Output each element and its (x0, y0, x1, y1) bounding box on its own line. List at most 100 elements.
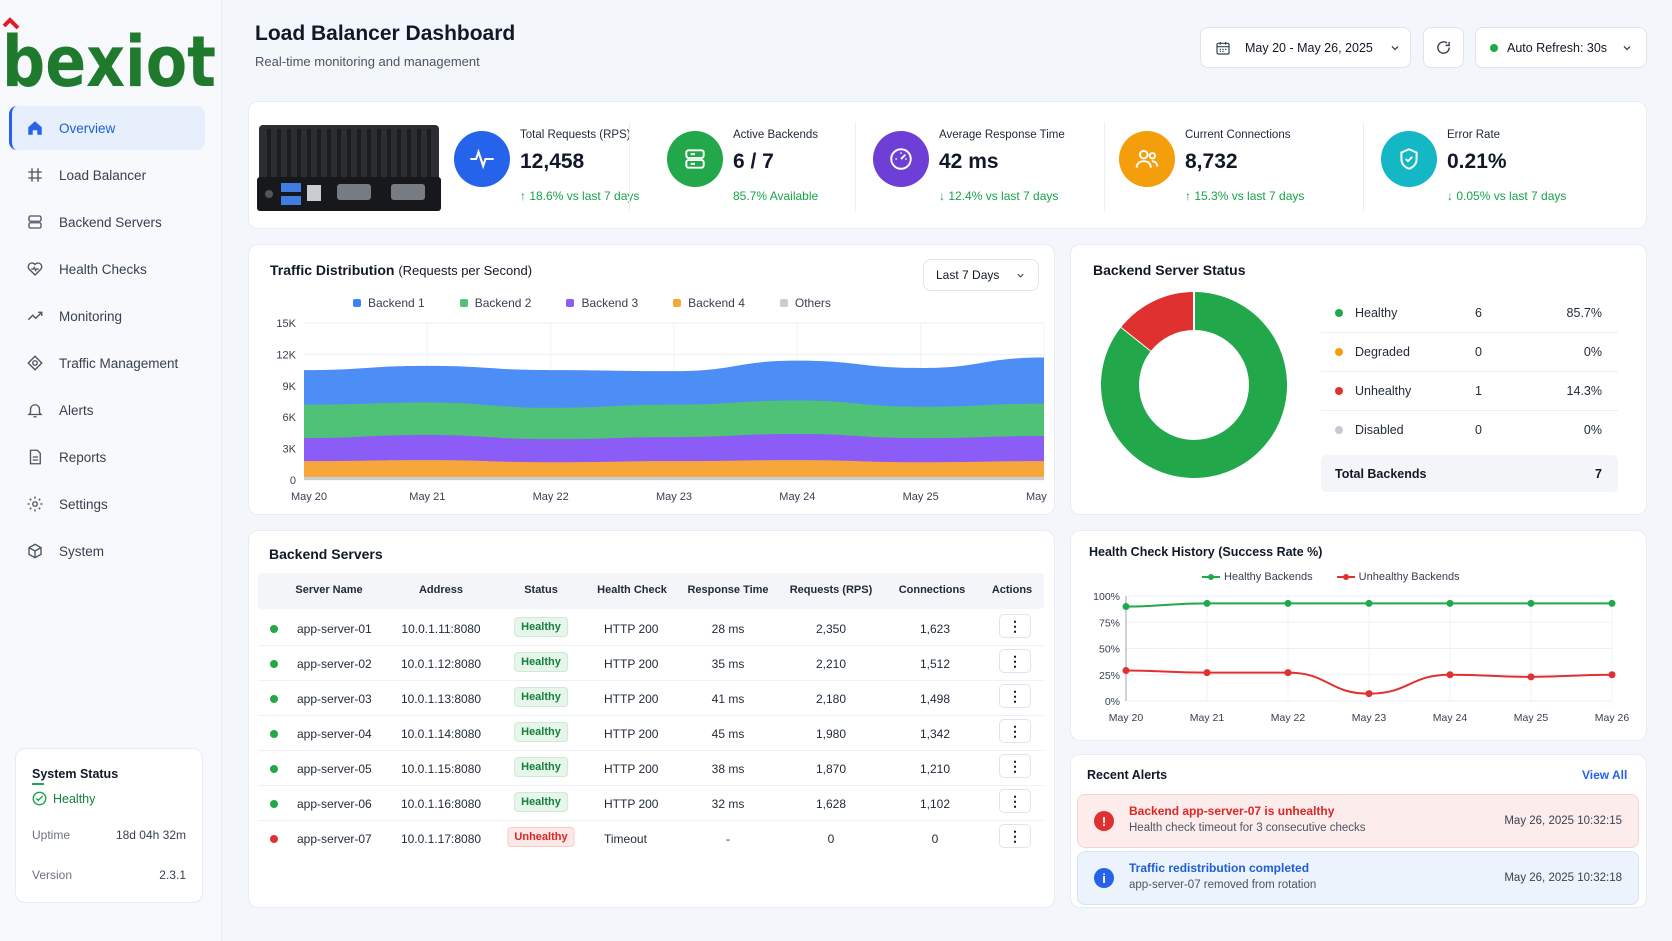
row-actions-button[interactable]: ⋮ (999, 789, 1031, 813)
kpi-value: 8,732 (1185, 150, 1238, 173)
sidebar-item-alerts[interactable]: Alerts (9, 388, 205, 432)
column-header[interactable]: Connections (898, 584, 966, 596)
status-pct: 0% (1583, 345, 1602, 359)
sidebar-nav: Overview Load Balancer Backend Servers H… (9, 106, 205, 576)
health-check: HTTP 200 (604, 797, 659, 811)
load-balancer-icon (25, 165, 45, 185)
traffic-range-select[interactable]: Last 7 Days (923, 259, 1039, 291)
table-row[interactable]: app-server-06 10.0.1.16:8080 Healthy HTT… (258, 786, 1044, 821)
data-point-healthy-backends (1122, 603, 1130, 610)
alert-description: app-server-07 removed from rotation (1129, 879, 1317, 891)
y-tick-label: 9K (283, 381, 297, 393)
server-name: app-server-01 (297, 622, 372, 636)
connections: 1,210 (919, 762, 951, 776)
area-series-others (304, 476, 1044, 480)
legend-swatch (353, 299, 361, 307)
shield-check-icon (1381, 131, 1437, 187)
donut-slice-unhealthy (1121, 292, 1195, 352)
traffic-range-text: Last 7 Days (936, 268, 1000, 282)
date-range-picker[interactable]: May 20 - May 26, 2025 (1200, 27, 1411, 68)
system-status-card: System Status Healthy Uptime 18d 04h 32m… (15, 748, 203, 903)
kpi-label: Active Backends (733, 129, 819, 141)
legend-label: Backend 2 (474, 296, 532, 310)
bexiot-logo[interactable]: bexiot (2, 14, 220, 94)
server-address: 10.0.1.16:8080 (400, 797, 482, 811)
column-header[interactable]: Address (418, 584, 464, 596)
health-legend: Healthy Backends Unhealthy Backends (1202, 571, 1460, 583)
chevron-down-icon (1391, 45, 1399, 50)
sidebar-item-traffic-management[interactable]: Traffic Management (9, 341, 205, 385)
column-header[interactable]: Server Name (295, 584, 363, 596)
kpi-value: 42 ms (939, 150, 999, 173)
legend-label: Backend 4 (688, 296, 745, 310)
alert-item[interactable]: ! Backend app-server-07 is unhealthy Hea… (1077, 794, 1639, 848)
chevron-down-icon (1623, 45, 1631, 50)
sidebar-item-monitoring[interactable]: Monitoring (9, 294, 205, 338)
sidebar-item-label: Monitoring (59, 308, 123, 324)
row-actions-button[interactable]: ⋮ (999, 684, 1031, 708)
row-actions-button[interactable]: ⋮ (999, 824, 1031, 848)
x-tick-label: May 24 (779, 491, 815, 503)
column-header[interactable]: Status (524, 584, 558, 596)
table-row[interactable]: app-server-03 10.0.1.13:8080 Healthy HTT… (258, 681, 1044, 716)
data-point-unhealthy-backends (1527, 673, 1535, 681)
status-badge: Healthy (514, 792, 568, 812)
kpi-label: Error Rate (1447, 129, 1501, 141)
y-tick-label: 12K (276, 349, 296, 361)
table-row[interactable]: app-server-07 10.0.1.17:8080 Unhealthy T… (258, 821, 1044, 856)
alert-title: Backend app-server-07 is unhealthy (1129, 804, 1335, 818)
table-row[interactable]: app-server-05 10.0.1.15:8080 Healthy HTT… (258, 751, 1044, 786)
traffic-title: Traffic Distribution (Requests per Secon… (270, 262, 532, 278)
sidebar-item-system[interactable]: System (9, 529, 205, 573)
alert-description: Health check timeout for 3 consecutive c… (1129, 822, 1366, 834)
sidebar-item-settings[interactable]: Settings (9, 482, 205, 526)
gear-icon (25, 494, 45, 514)
x-tick-label: May 21 (409, 491, 445, 503)
sidebar-item-health-checks[interactable]: Health Checks (9, 247, 205, 291)
sidebar-item-label: Alerts (59, 402, 94, 418)
x-tick-label: May 20 (291, 491, 327, 503)
kpi-label: Current Connections (1185, 129, 1291, 141)
uptime-row: Uptime 18d 04h 32m (32, 828, 186, 842)
data-point-healthy-backends (1203, 599, 1211, 607)
table-row[interactable]: app-server-04 10.0.1.14:8080 Healthy HTT… (258, 716, 1044, 751)
refresh-button[interactable] (1423, 27, 1464, 68)
column-header[interactable]: Response Time (687, 584, 769, 596)
alert-time: May 26, 2025 10:32:18 (1504, 872, 1622, 884)
donut-slice-healthy (1101, 292, 1287, 478)
column-header[interactable]: Health Check (597, 584, 667, 596)
sidebar-item-reports[interactable]: Reports (9, 435, 205, 479)
status-dot (270, 765, 278, 773)
kpi-value: 12,458 (520, 150, 585, 173)
data-point-unhealthy-backends (1446, 671, 1454, 679)
x-tick-label: May 22 (533, 491, 569, 503)
status-dot (270, 800, 278, 808)
health-history-card (1070, 530, 1647, 741)
auto-refresh-select[interactable]: Auto Refresh: 30s (1475, 27, 1647, 68)
row-actions-button[interactable]: ⋮ (999, 719, 1031, 743)
users-icon (1119, 131, 1175, 187)
sidebar-item-label: Load Balancer (59, 167, 147, 183)
sidebar-item-label: System (59, 543, 105, 559)
sidebar-item-backend-servers[interactable]: Backend Servers (9, 200, 205, 244)
divider (855, 122, 856, 212)
table-row[interactable]: app-server-02 10.0.1.12:8080 Healthy HTT… (258, 646, 1044, 681)
server-address: 10.0.1.12:8080 (400, 657, 482, 671)
table-row[interactable]: app-server-01 10.0.1.11:8080 Healthy HTT… (258, 611, 1044, 646)
column-header[interactable]: Requests (RPS) (789, 584, 873, 596)
alert-time: May 26, 2025 10:32:15 (1504, 815, 1622, 827)
server-address: 10.0.1.11:8080 (401, 622, 481, 636)
x-tick-label: May 26 (1595, 712, 1630, 724)
view-all-link[interactable]: View All (1582, 768, 1628, 782)
status-dot (270, 660, 278, 668)
status-row-unhealthy: Unhealthy 1 14.3% (1321, 372, 1618, 411)
row-actions-button[interactable]: ⋮ (999, 649, 1031, 673)
x-tick-label: May 20 (1109, 712, 1144, 724)
row-actions-button[interactable]: ⋮ (999, 754, 1031, 778)
row-actions-button[interactable]: ⋮ (999, 614, 1031, 638)
alert-item[interactable]: i Traffic redistribution completed app-s… (1077, 851, 1639, 905)
system-health: Healthy (32, 791, 186, 806)
server-address: 10.0.1.14:8080 (400, 727, 482, 741)
sidebar-item-overview[interactable]: Overview (9, 106, 205, 150)
sidebar-item-load-balancer[interactable]: Load Balancer (9, 153, 205, 197)
